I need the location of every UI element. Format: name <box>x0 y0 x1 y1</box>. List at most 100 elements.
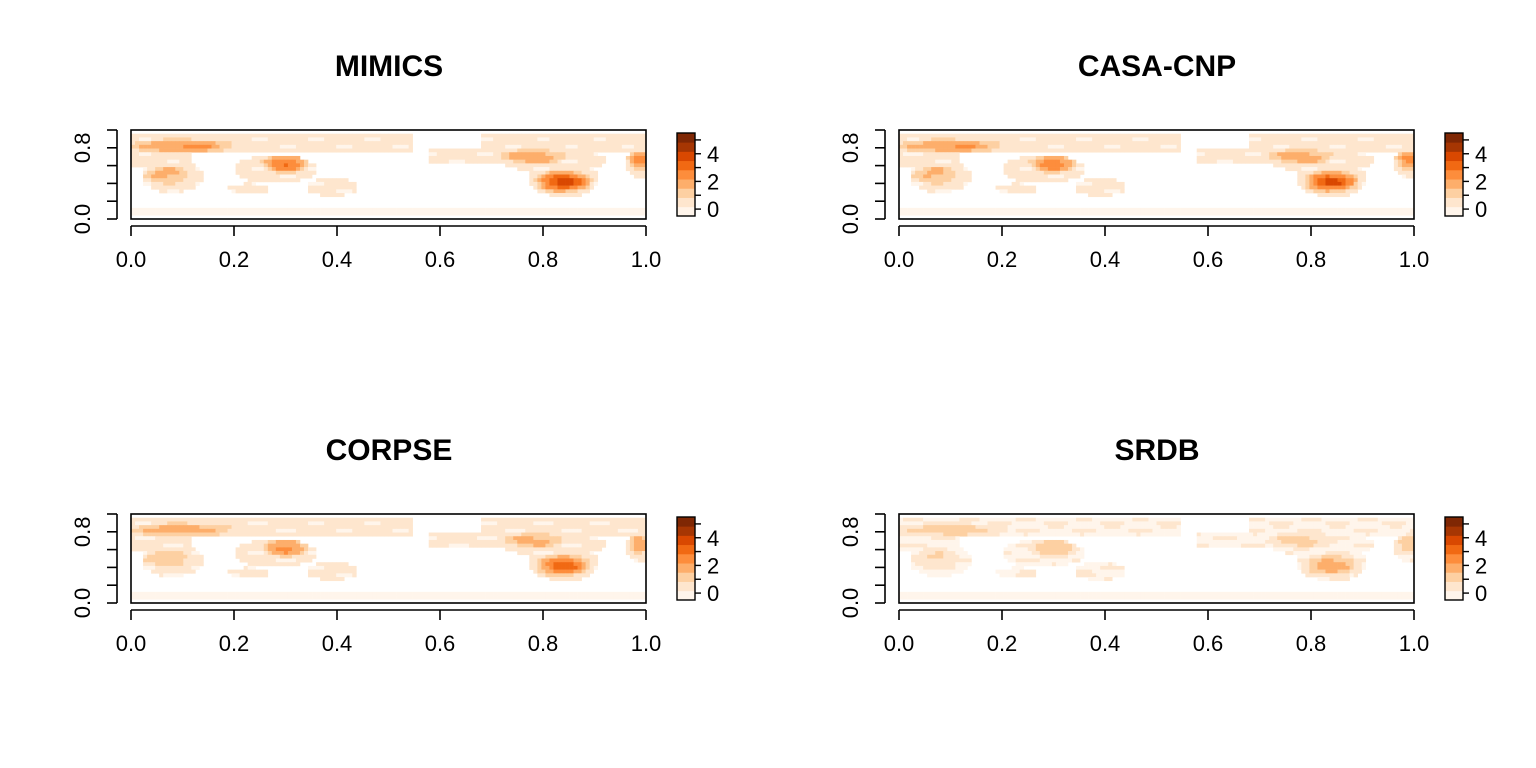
heatmap-cell <box>436 595 442 600</box>
heatmap-cell <box>481 536 486 541</box>
heatmap-cell <box>324 595 329 600</box>
heatmap-cell <box>939 170 944 175</box>
heatmap-cell <box>384 207 389 212</box>
heatmap-cell <box>304 547 309 552</box>
heatmap-cell <box>283 521 289 526</box>
heatmap-cell <box>1361 207 1367 212</box>
heatmap-cell <box>179 185 184 190</box>
heatmap-cell <box>931 174 936 179</box>
heatmap-cell <box>143 591 148 596</box>
heatmap-cell <box>1353 174 1358 179</box>
heatmap-cell <box>1148 207 1153 212</box>
heatmap-cell <box>533 163 538 168</box>
heatmap-cell <box>1076 141 1081 146</box>
heatmap-cell <box>625 167 631 172</box>
heatmap-cell <box>171 159 176 164</box>
heatmap-cell <box>171 554 176 559</box>
heatmap-cell <box>1120 525 1125 530</box>
heatmap-cell <box>135 144 140 149</box>
heatmap-cell <box>263 547 269 552</box>
heatmap-cell <box>444 536 450 541</box>
heatmap-cell <box>967 178 972 183</box>
heatmap-cell <box>259 174 265 179</box>
heatmap-cell <box>291 543 297 548</box>
heatmap-cell <box>432 595 438 600</box>
heatmap-cell <box>1112 148 1117 153</box>
heatmap-cell <box>493 536 498 541</box>
heatmap-cell <box>1224 207 1230 212</box>
heatmap-cell <box>1003 189 1008 194</box>
heatmap-cell <box>316 141 321 146</box>
heatmap-cell <box>605 207 611 212</box>
heatmap-cell <box>581 595 586 600</box>
heatmap-cell <box>565 181 570 186</box>
heatmap-cell <box>521 525 526 530</box>
heatmap-cell <box>1035 155 1041 160</box>
heatmap-cell <box>955 517 960 522</box>
heatmap-cell <box>1333 211 1338 216</box>
heatmap-cell <box>1088 193 1093 198</box>
heatmap-cell <box>452 211 458 216</box>
heatmap-cell <box>1349 517 1354 522</box>
heatmap-cell <box>629 554 635 559</box>
heatmap-cell <box>243 144 248 149</box>
heatmap-cell <box>1405 521 1411 526</box>
heatmap-cell <box>509 137 514 142</box>
heatmap-cell <box>1333 207 1338 212</box>
heatmap-cell <box>1216 159 1222 164</box>
heatmap-cell <box>1249 528 1254 533</box>
heatmap-cell <box>271 528 277 533</box>
heatmap-cell <box>529 141 534 146</box>
heatmap-cell <box>275 148 281 153</box>
heatmap-cell <box>1100 207 1105 212</box>
heatmap-cell <box>255 137 261 142</box>
heatmap-cell <box>155 159 160 164</box>
heatmap-cell <box>279 144 285 149</box>
heatmap-cell <box>915 152 920 157</box>
heatmap-cell <box>1265 528 1270 533</box>
heatmap-cell <box>1092 148 1097 153</box>
heatmap-cell <box>517 543 522 548</box>
heatmap-cell <box>537 543 542 548</box>
heatmap-cell <box>143 525 148 530</box>
heatmap-cell <box>573 178 578 183</box>
heatmap-cell <box>460 211 466 216</box>
heatmap-cell <box>428 536 434 541</box>
heatmap-cell <box>1067 207 1073 212</box>
heatmap-cell <box>1377 141 1383 146</box>
heatmap-cell <box>275 159 281 164</box>
heatmap-cell <box>947 181 952 186</box>
heatmap-cell <box>621 528 627 533</box>
heatmap-cell <box>368 528 373 533</box>
heatmap-cell <box>1349 141 1354 146</box>
heatmap-cell <box>304 543 309 548</box>
heatmap-cell <box>1385 137 1391 142</box>
heatmap-cell <box>287 178 293 183</box>
heatmap-cell <box>947 163 952 168</box>
heatmap-cell <box>1357 152 1362 157</box>
heatmap-cell <box>637 159 643 164</box>
colorbar-swatch <box>677 526 695 536</box>
heatmap-cell <box>545 554 550 559</box>
heatmap-cell <box>155 178 160 183</box>
heatmap-cell <box>171 562 176 567</box>
heatmap-cell <box>521 517 526 522</box>
heatmap-cell <box>316 525 321 530</box>
heatmap-cell <box>1003 144 1008 149</box>
heatmap-cell <box>1176 517 1181 522</box>
heatmap-cell <box>497 521 502 526</box>
heatmap-cell <box>1361 525 1367 530</box>
heatmap-cell <box>247 181 252 186</box>
heatmap-cell <box>179 565 184 570</box>
heatmap-cell <box>577 174 582 179</box>
colorbar: 024 <box>676 132 719 222</box>
heatmap-cell <box>529 152 534 157</box>
heatmap-cell <box>1116 521 1121 526</box>
heatmap-cell <box>573 152 578 157</box>
heatmap-cell <box>1381 144 1387 149</box>
heatmap-cell <box>239 207 244 212</box>
heatmap-cell <box>549 144 554 149</box>
heatmap-cell <box>163 211 168 216</box>
heatmap-cell <box>183 159 188 164</box>
heatmap-cell <box>485 137 490 142</box>
